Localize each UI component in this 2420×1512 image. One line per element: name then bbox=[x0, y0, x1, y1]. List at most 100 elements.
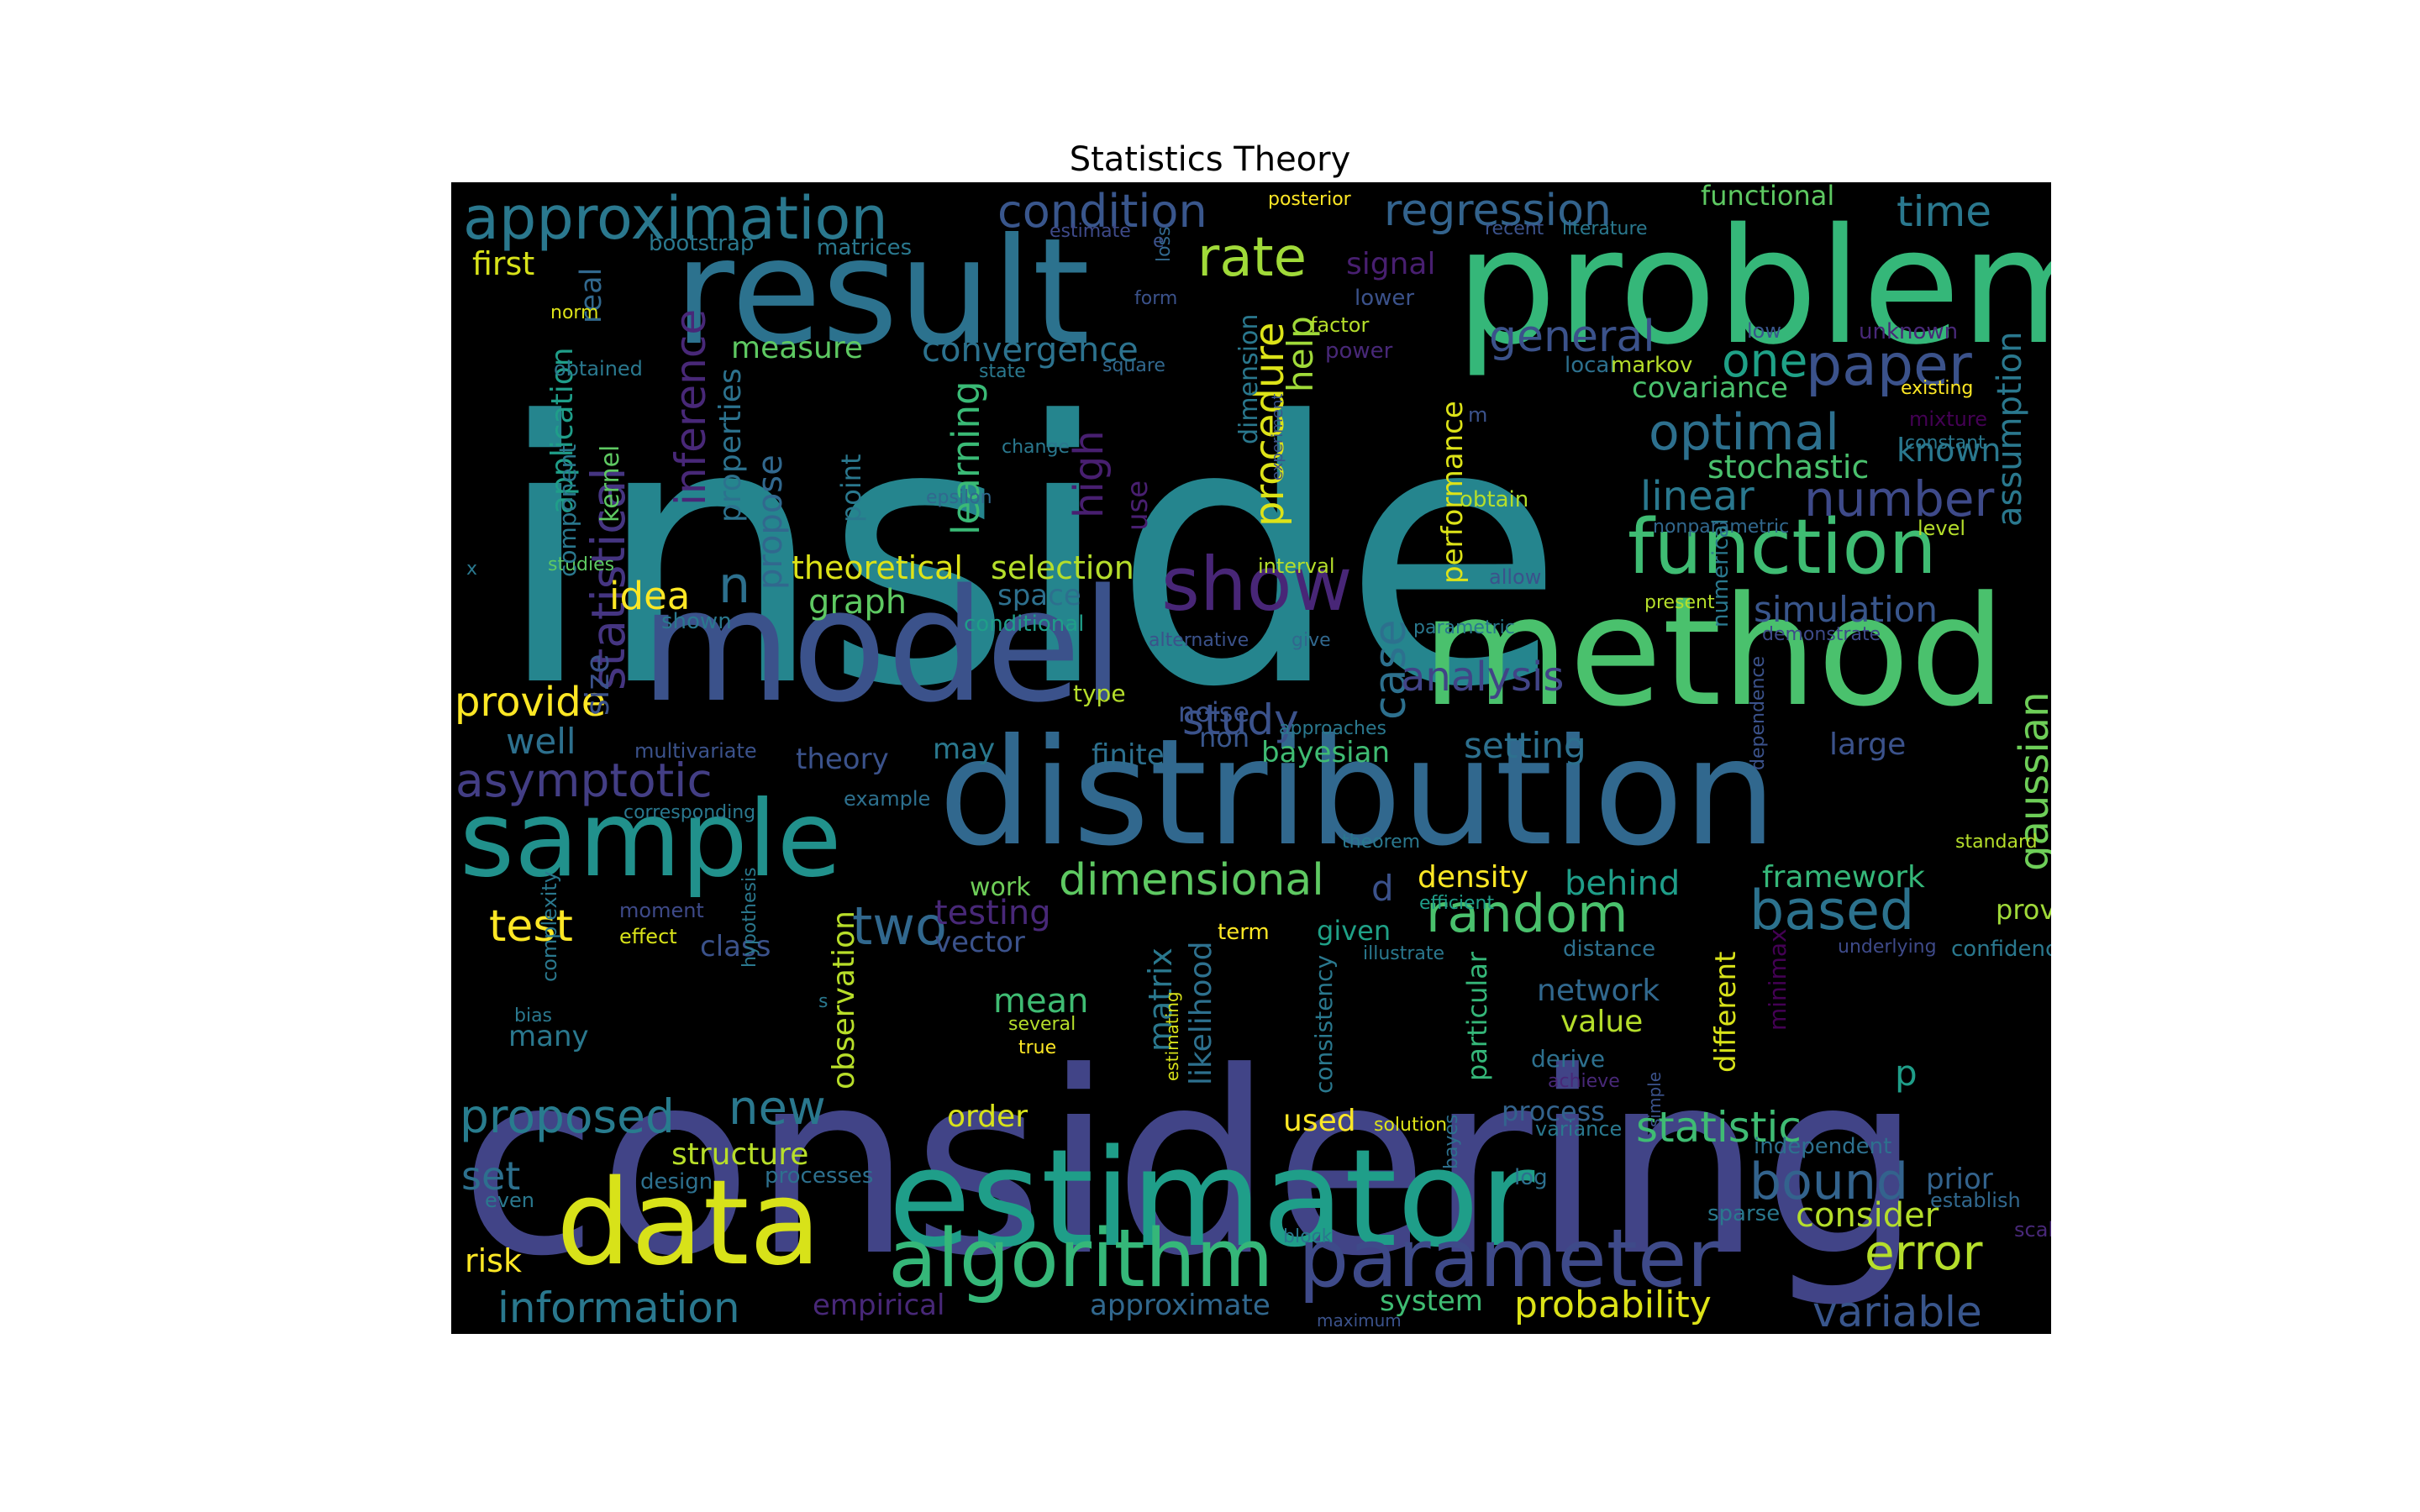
word-distance: distance bbox=[1563, 937, 1656, 962]
word-structure: structure bbox=[671, 1137, 809, 1172]
word-convergence: convergence bbox=[922, 331, 1139, 370]
word-regression: regression bbox=[1384, 186, 1612, 236]
word-proposed: proposed bbox=[460, 1089, 675, 1143]
word-provide: provide bbox=[455, 679, 607, 726]
word-prior: prior bbox=[1926, 1163, 1993, 1196]
word-selection: selection bbox=[991, 549, 1134, 586]
word-bootstrap: bootstrap bbox=[649, 231, 755, 256]
word-cloud: inside considering problem result model metho… bbox=[451, 182, 2051, 1334]
word-matrices: matrices bbox=[817, 235, 913, 260]
word-low: low bbox=[1747, 319, 1781, 343]
word-bound: bound bbox=[1749, 1152, 1908, 1211]
word-interval: interval bbox=[1258, 554, 1335, 578]
word-general: general bbox=[1489, 312, 1655, 362]
word-error: error bbox=[1865, 1224, 1983, 1281]
word-known: known bbox=[1897, 432, 2002, 469]
word-risk: risk bbox=[465, 1242, 522, 1279]
word-new: new bbox=[729, 1081, 826, 1136]
word-scale: scale bbox=[2014, 1218, 2051, 1242]
word-prove: prove bbox=[1996, 894, 2051, 926]
word-processes: processes bbox=[765, 1163, 874, 1189]
word-dimension: dimension bbox=[1234, 313, 1264, 444]
word-p: p bbox=[1895, 1053, 1918, 1094]
word-recent: recent bbox=[1485, 218, 1544, 239]
word-size: size bbox=[579, 654, 616, 716]
word-consistency: consistency bbox=[1310, 954, 1338, 1094]
word-empirical: empirical bbox=[813, 1289, 945, 1322]
word-variable: variable bbox=[1812, 1288, 1982, 1334]
word-nonparametric: nonparametric bbox=[1653, 517, 1790, 538]
word-epsilon: epsilon bbox=[926, 487, 992, 508]
word-space: space bbox=[997, 579, 1081, 612]
word-approximate: approximate bbox=[1090, 1289, 1270, 1322]
word-considering: considering bbox=[460, 1018, 1923, 1311]
word-corresponding: corresponding bbox=[623, 802, 756, 823]
word-information: information bbox=[497, 1284, 740, 1332]
word-obtained: obtained bbox=[554, 357, 643, 381]
word-simple: simple bbox=[1644, 1071, 1665, 1127]
word-signal: signal bbox=[1346, 247, 1436, 281]
word-first: first bbox=[472, 245, 535, 282]
word-paper: paper bbox=[1806, 333, 1972, 399]
word-test: test bbox=[489, 901, 573, 952]
word-constant: constant bbox=[1905, 433, 1986, 454]
word-process: process bbox=[1502, 1095, 1605, 1127]
word-condition: condition bbox=[997, 185, 1207, 238]
word-block: block bbox=[1283, 1226, 1333, 1247]
word-covariance: covariance bbox=[1632, 371, 1788, 405]
word-standard: standard bbox=[1955, 832, 2038, 853]
word-true: true bbox=[1018, 1037, 1057, 1058]
word-rate: rate bbox=[1197, 227, 1307, 289]
word-consider: consider bbox=[1796, 1196, 1939, 1235]
word-variance: variance bbox=[1535, 1117, 1623, 1141]
word-log: log bbox=[1514, 1165, 1548, 1190]
word-show: show bbox=[1161, 541, 1353, 627]
word-sample: sample bbox=[460, 779, 842, 900]
word-well: well bbox=[506, 721, 576, 762]
word-asymptotic: asymptotic bbox=[455, 753, 713, 807]
word-learning: learning bbox=[944, 381, 988, 535]
word-particular: particular bbox=[1461, 951, 1493, 1081]
word-norm: norm bbox=[550, 302, 599, 323]
word-inside: inside bbox=[495, 346, 1565, 766]
word-form: form bbox=[1134, 288, 1178, 309]
word-approaches: approaches bbox=[1279, 718, 1386, 739]
word-unknown: unknown bbox=[1859, 319, 1959, 344]
word-propose: propose bbox=[751, 454, 790, 590]
word-level: level bbox=[1918, 517, 1966, 540]
word-estimating: estimating bbox=[1162, 991, 1182, 1081]
word-value: value bbox=[1560, 1005, 1644, 1039]
word-derive: derive bbox=[1531, 1045, 1606, 1073]
word-use: use bbox=[1121, 480, 1155, 531]
word-power: power bbox=[1325, 339, 1393, 364]
word-random: random bbox=[1426, 883, 1628, 944]
word-functional: functional bbox=[1701, 182, 1835, 212]
word-parametric: parametric bbox=[1413, 617, 1515, 638]
word-method: method bbox=[1422, 564, 2007, 740]
word-assumption: assumption bbox=[1991, 331, 2029, 527]
word-theoretical: theoretical bbox=[792, 549, 963, 586]
word-state: state bbox=[979, 361, 1026, 382]
word-underlying: underlying bbox=[1838, 937, 1937, 958]
word-based: based bbox=[1749, 879, 1915, 942]
word-complexity: complexity bbox=[538, 871, 561, 982]
word-stochastic: stochastic bbox=[1707, 449, 1870, 486]
word-may: may bbox=[933, 732, 996, 766]
word-allow: allow bbox=[1489, 565, 1542, 589]
word-finite: finite bbox=[1092, 738, 1165, 772]
word-noise: noise bbox=[1178, 696, 1250, 728]
word-demonstrate: demonstrate bbox=[1762, 624, 1881, 645]
word-n: n bbox=[718, 556, 751, 615]
word-multivariate: multivariate bbox=[634, 739, 757, 763]
word-testing: testing bbox=[934, 894, 1051, 932]
word-independent: independent bbox=[1754, 1134, 1892, 1159]
word-efficient: efficient bbox=[1419, 893, 1495, 914]
word-component: component bbox=[554, 444, 581, 577]
word-given: given bbox=[1317, 915, 1392, 947]
word-design: design bbox=[640, 1169, 713, 1194]
word-non: non bbox=[1199, 722, 1250, 753]
word-square: square bbox=[1102, 355, 1165, 376]
word-studies: studies bbox=[548, 554, 615, 575]
word-vector: vector bbox=[934, 926, 1025, 959]
